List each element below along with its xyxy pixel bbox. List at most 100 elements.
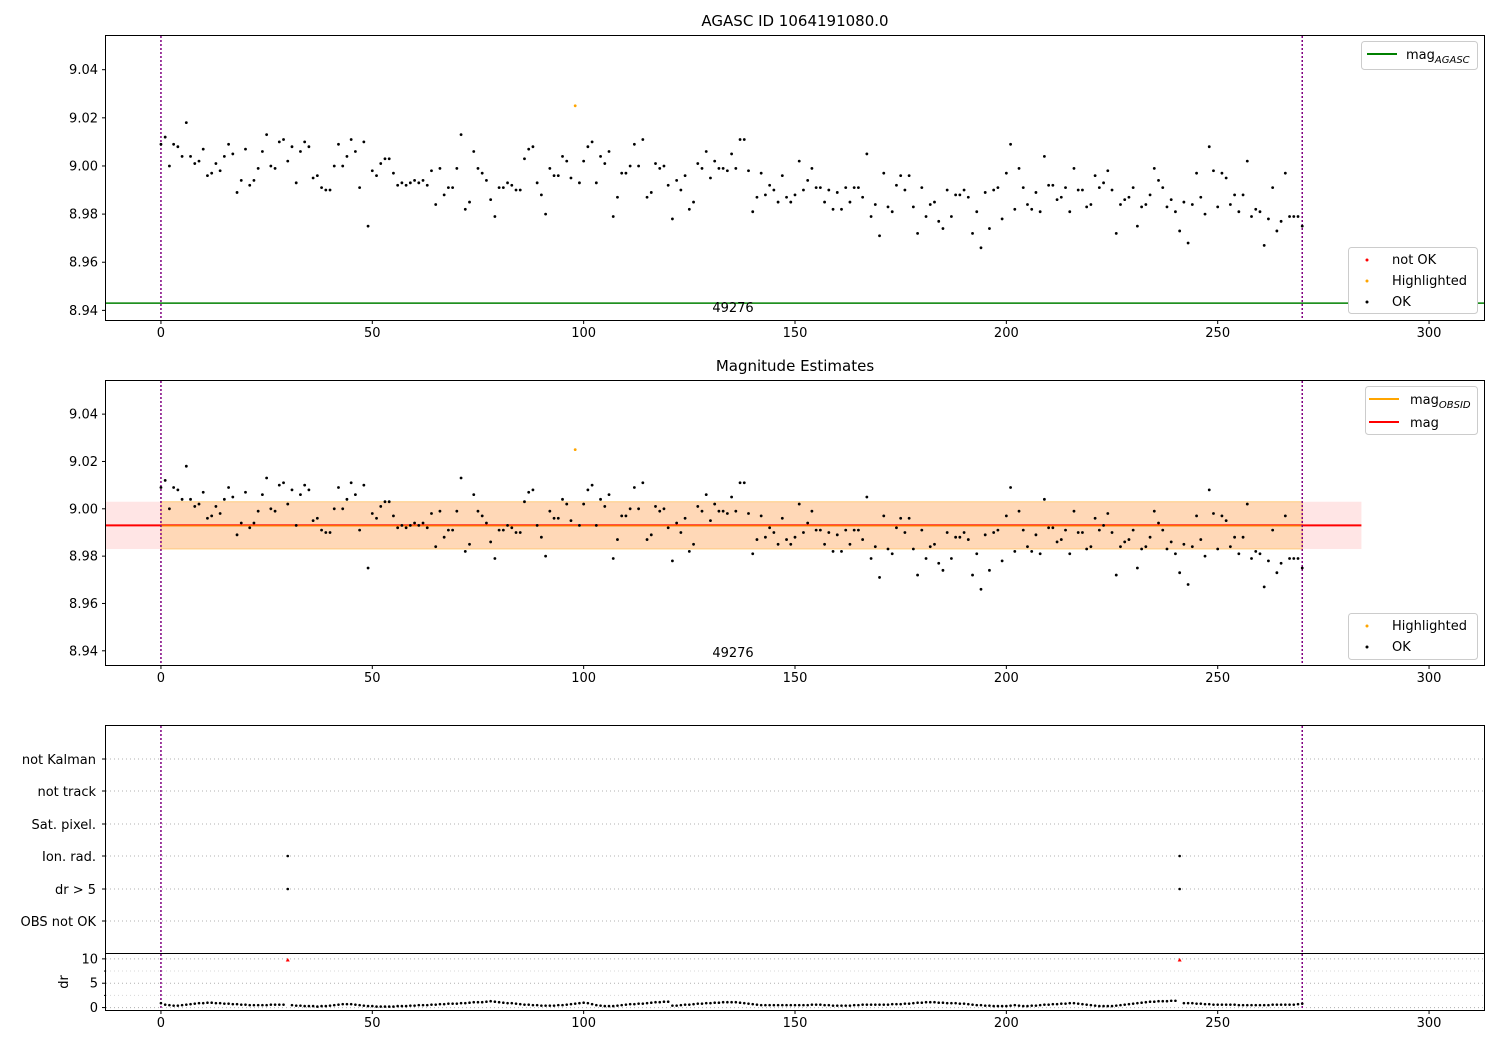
mag-point-ok xyxy=(265,133,269,137)
dr-point xyxy=(1106,1004,1110,1008)
x-tick-label: 250 xyxy=(1205,1016,1230,1031)
mag-point-ok xyxy=(692,542,695,546)
dr-point xyxy=(692,1002,695,1006)
mag-point-ok xyxy=(1110,188,1114,192)
mag-point-ok xyxy=(599,154,602,158)
mag-point-ok xyxy=(239,521,243,525)
dr-point xyxy=(261,1003,264,1007)
mag-point-ok xyxy=(607,150,611,153)
mag-point-ok xyxy=(594,523,598,527)
mag-point-ok xyxy=(780,516,784,520)
dr-point xyxy=(239,1003,243,1006)
mag-point-ok xyxy=(311,176,315,180)
mag-point-ok xyxy=(852,186,856,190)
dr-point xyxy=(827,1003,831,1007)
dr-point xyxy=(480,1000,484,1004)
mag-point-ok xyxy=(1203,554,1207,558)
mag-point-ok xyxy=(907,174,911,177)
dr-point xyxy=(696,1002,700,1005)
dr-point xyxy=(721,1000,725,1004)
mag-point-ok xyxy=(603,505,607,508)
dr-point xyxy=(548,1004,552,1007)
mag-point-ok xyxy=(742,138,746,141)
dr-point xyxy=(954,1001,957,1005)
mag-point-ok xyxy=(911,547,915,551)
dr-point xyxy=(713,1001,716,1004)
legend-label-highlighted: Highlighted xyxy=(1392,274,1467,289)
dr-point xyxy=(1203,1002,1207,1006)
mag-point-ok xyxy=(1169,540,1173,544)
mag-point-ok xyxy=(408,523,412,527)
dr-point xyxy=(523,1003,526,1006)
dr-point xyxy=(1013,1003,1017,1007)
mag-point-ok xyxy=(345,154,349,158)
legend-label-mag-agasc: magAGASC xyxy=(1406,48,1470,66)
legend-label-not-ok: not OK xyxy=(1392,253,1437,268)
mag-point-ok xyxy=(286,502,290,506)
mag-point-ok xyxy=(1038,210,1042,214)
dr-point xyxy=(603,1004,607,1008)
mag-point-ok xyxy=(1300,566,1304,570)
mag-point-ok xyxy=(472,150,476,153)
mag-point-ok xyxy=(654,162,657,165)
dr-point xyxy=(1093,1004,1097,1007)
mag-point-ok xyxy=(442,193,446,197)
mag-point-ok xyxy=(282,138,285,141)
mag-point-ok xyxy=(417,181,421,185)
agasc-panel: AGASC ID 1064191080.0 0 50 100 150 200 250 300… xyxy=(69,12,1485,341)
dr-point xyxy=(502,1001,505,1004)
dr-point xyxy=(874,1003,877,1006)
dr-point xyxy=(797,1003,801,1007)
mag-point-ok xyxy=(1004,171,1008,175)
mag-point-ok xyxy=(1106,512,1110,515)
mag-point-ok xyxy=(1026,545,1029,549)
legend-label-mag: mag xyxy=(1410,416,1439,431)
mag-point-ok xyxy=(548,166,552,170)
mag-point-ok xyxy=(163,479,167,482)
mag-point-ok xyxy=(865,495,869,499)
dr-point xyxy=(459,1001,463,1005)
dr-point xyxy=(789,1003,793,1007)
mag-point-ok xyxy=(1085,205,1089,209)
x-tick-label: 200 xyxy=(994,326,1019,341)
dr-point xyxy=(1241,1003,1245,1007)
mag-point-ok xyxy=(375,516,378,520)
mag-point-ok xyxy=(332,164,336,168)
dr-point xyxy=(810,1003,814,1006)
mag-point-ok xyxy=(873,545,877,549)
dr-frame xyxy=(105,953,1485,1011)
mag-point-ok xyxy=(590,140,594,144)
mag-point-ok xyxy=(713,159,717,163)
mag-point-ok xyxy=(869,215,873,218)
mag-point-ok xyxy=(362,140,366,144)
dr-point xyxy=(628,1002,632,1006)
y-tick-label: 8.96 xyxy=(69,256,98,271)
legend-mag-obsid-base: mag xyxy=(1410,393,1439,408)
mag-point-ok xyxy=(565,159,569,163)
mag-point-ok xyxy=(937,561,941,565)
mag-point-ok xyxy=(1283,514,1287,518)
mag-point-ok xyxy=(218,512,222,515)
dr-point xyxy=(168,1003,171,1007)
mag-point-ok xyxy=(671,217,674,221)
mag-point-ok xyxy=(768,526,772,530)
mag-point-ok xyxy=(730,152,733,156)
dr-point xyxy=(671,1004,674,1007)
mag-point-ok xyxy=(244,147,247,151)
mag-point-ok xyxy=(1144,545,1148,549)
dr-point xyxy=(299,1004,302,1007)
mag-point-ok xyxy=(835,191,839,194)
mag-point-ok xyxy=(1131,186,1135,190)
x-tick-label: 0 xyxy=(157,1016,165,1031)
mag-point-ok xyxy=(539,535,543,539)
mag-point-ok xyxy=(983,533,987,537)
mag-point-ok xyxy=(616,195,619,199)
mag-point-ok xyxy=(1072,166,1076,170)
dr-point xyxy=(937,1001,941,1004)
mag-point-ok xyxy=(878,576,881,579)
mag-point-ok xyxy=(810,509,814,513)
mag-point-ok xyxy=(818,528,822,532)
dr-point xyxy=(1119,1003,1122,1007)
dr-point xyxy=(463,1001,467,1005)
mag-point-ok xyxy=(1102,181,1105,185)
